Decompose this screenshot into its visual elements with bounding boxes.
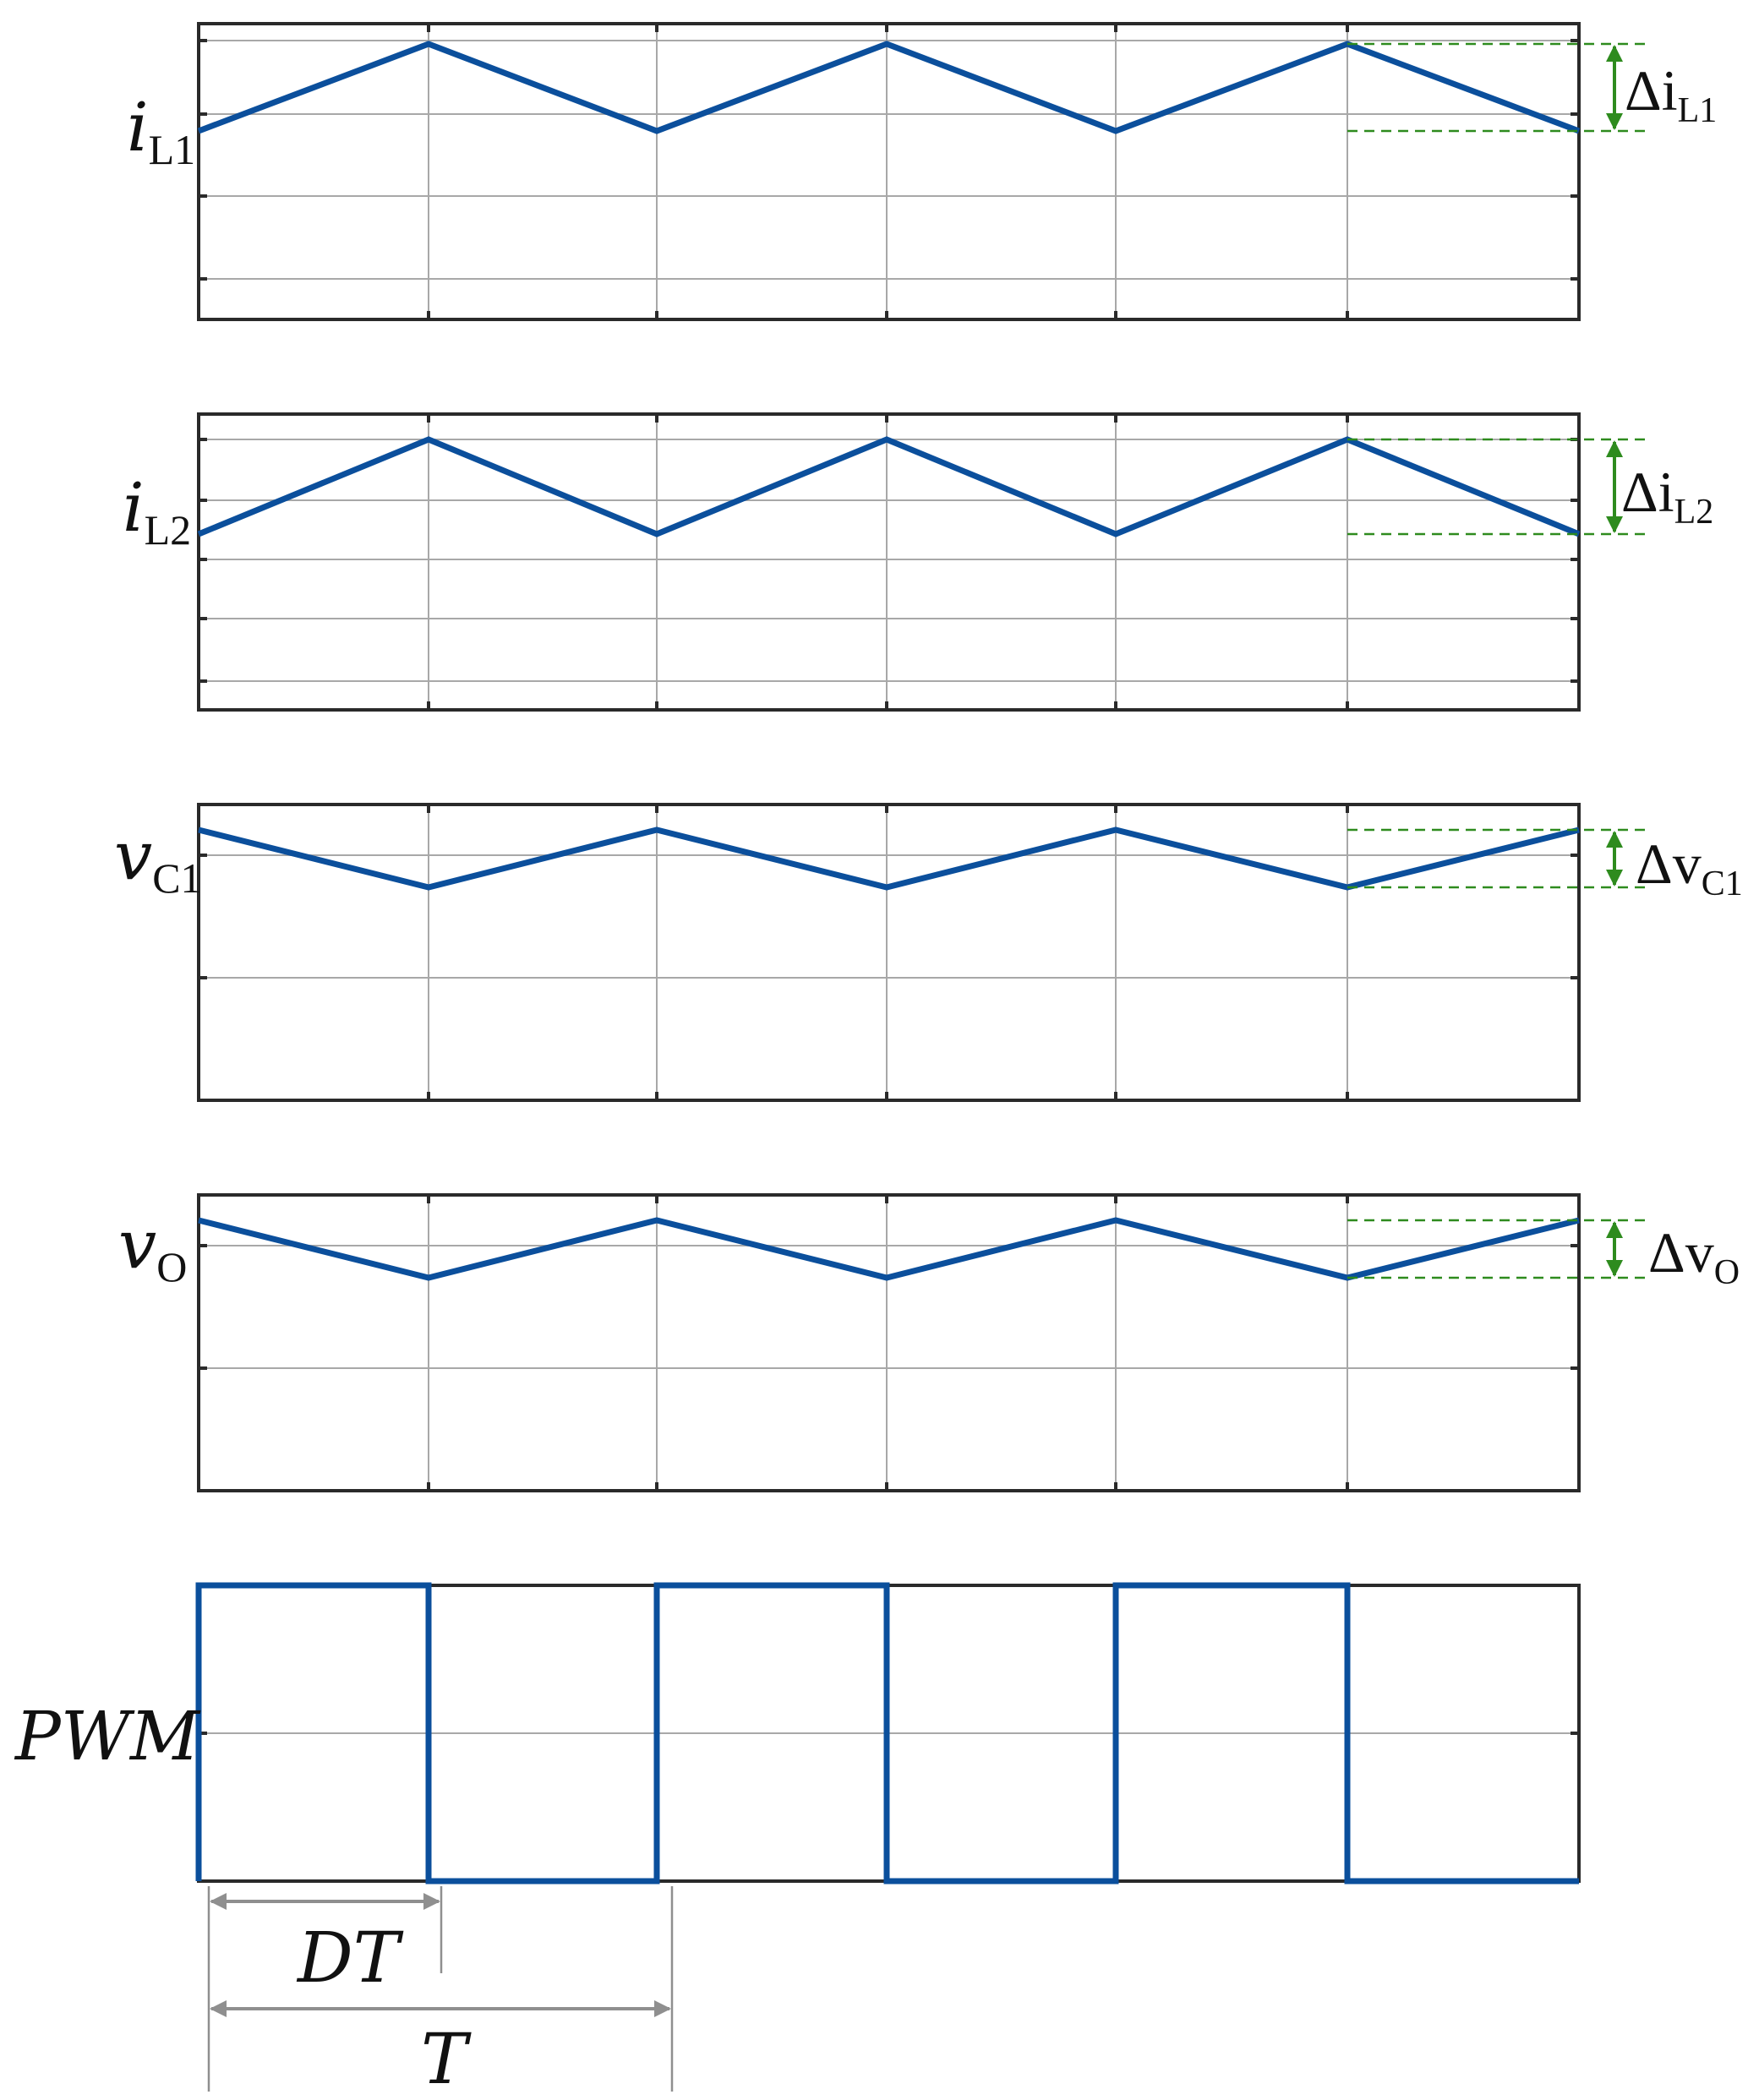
panel-pwm-waveform — [195, 1582, 1579, 1885]
panel-iL1: iL1 ΔiL1 — [127, 22, 1717, 321]
panel-iL2-delta-label: ΔiL2 — [1621, 460, 1713, 532]
dimension-annotations: DT T — [207, 1886, 674, 2100]
panel-iL2-frame — [197, 412, 1581, 712]
panel-iL2-ripple — [1347, 438, 1647, 536]
panel-vO-delta-label: ΔvO — [1648, 1220, 1740, 1292]
dt-label: DT — [296, 1918, 404, 1999]
panel-vO-ripple — [1347, 1219, 1647, 1279]
panel-vC1-waveform — [198, 826, 1580, 891]
panel-iL1-grid — [199, 24, 1579, 319]
panel-iL1-label: iL1 — [127, 88, 195, 173]
panel-iL2-label: iL2 — [123, 468, 191, 554]
panel-vC1: vC1 ΔvC1 — [114, 803, 1743, 1102]
panel-vO-frame — [197, 1193, 1581, 1492]
panel-iL2: iL2 ΔiL2 — [123, 412, 1713, 712]
panel-iL1-frame — [197, 22, 1581, 321]
panel-vO: vO ΔvO — [118, 1193, 1740, 1492]
panel-vO-grid — [199, 1195, 1579, 1491]
panel-pwm-label: PWM — [14, 1697, 201, 1775]
panel-vO-label: vO — [118, 1205, 187, 1290]
panel-iL2-waveform — [197, 436, 1581, 537]
panel-vC1-label: vC1 — [114, 816, 202, 902]
panel-iL2-grid — [199, 414, 1579, 710]
panel-pwm: PWM — [14, 1582, 1581, 1885]
panel-vC1-frame — [197, 803, 1581, 1102]
panel-vC1-ripple — [1347, 828, 1647, 889]
panel-iL1-delta-label: ΔiL1 — [1625, 58, 1717, 130]
panel-iL1-ripple — [1347, 42, 1647, 133]
panel-vC1-grid — [199, 805, 1579, 1100]
panel-iL1-waveform — [197, 41, 1581, 134]
panel-vO-waveform — [198, 1217, 1580, 1281]
t-label: T — [421, 2020, 472, 2100]
panel-vC1-delta-label: ΔvC1 — [1636, 832, 1743, 903]
